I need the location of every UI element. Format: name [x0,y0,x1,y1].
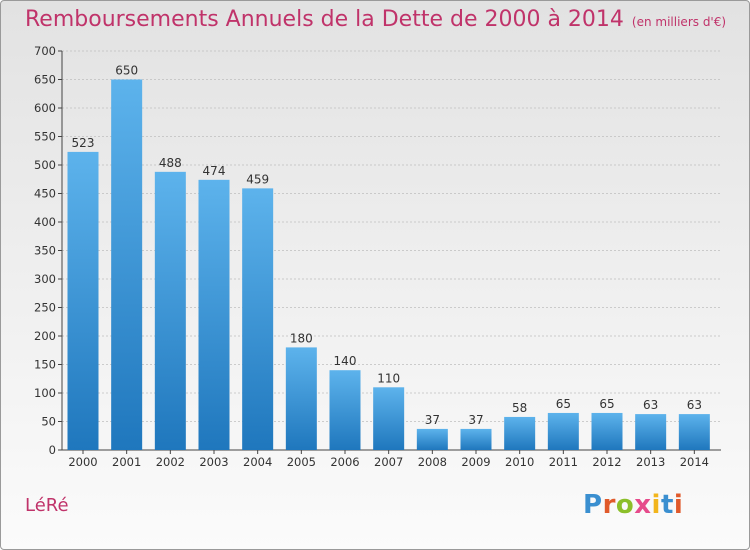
bar [416,428,448,450]
x-tick-label: 2001 [112,455,141,469]
x-tick-label: 2011 [549,455,578,469]
logo-letter: P [583,490,603,520]
bar-value-label: 474 [203,164,226,178]
x-tick-label: 2007 [374,455,403,469]
bar [678,414,710,450]
bar-value-label: 65 [556,397,571,411]
bar [547,412,579,450]
bar-value-label: 488 [159,156,182,170]
y-tick-label: 200 [34,329,56,343]
x-tick-label: 2013 [636,455,665,469]
y-tick-label: 450 [34,187,56,201]
bar [635,414,667,450]
bar-value-label: 37 [468,413,483,427]
logo-letter: i [651,490,661,520]
y-tick-label: 100 [34,386,56,400]
bar-value-label: 650 [115,64,138,78]
logo-letter: o [615,490,635,520]
x-tick-labels: 2000 2001 2002 2003 2004 2005 2006 2007 2008 2009… [68,450,709,469]
chart-title: Remboursements Annuels de la Dette de 20… [25,7,726,32]
location-label: LéRé [25,495,69,516]
x-tick-label: 2010 [505,455,534,469]
y-tick-label: 550 [34,130,56,144]
logo-letter: r [602,490,616,520]
logo-letter: t [660,490,674,520]
bar-value-label: 180 [290,331,313,345]
bar [154,171,186,450]
x-tick-label: 2002 [156,455,185,469]
bar-value-label: 63 [687,398,702,412]
bar [504,416,536,450]
logo-letter: i [673,490,684,520]
y-tick-label: 250 [34,301,56,315]
bar-value-label: 110 [377,371,400,385]
bar-value-label: 63 [643,398,658,412]
bar-value-label: 58 [512,401,527,415]
bar-value-label: 140 [334,354,357,368]
x-tick-label: 2008 [418,455,447,469]
y-tick-label: 150 [34,358,56,372]
x-tick-label: 2012 [592,455,621,469]
bar [242,188,274,450]
bar [111,79,143,450]
logo-letter: x [634,490,652,520]
bar [67,151,99,450]
x-tick-label: 2000 [68,455,97,469]
x-tick-label: 2014 [680,455,709,469]
y-tick-label: 300 [34,272,56,286]
chart-title-text: Remboursements Annuels de la Dette de 20… [25,7,624,32]
y-tick-label: 400 [34,215,56,229]
y-tick-label: 500 [34,158,56,172]
bar-value-label: 65 [599,397,614,411]
bar-value-label: 37 [425,413,440,427]
x-tick-label: 2005 [287,455,316,469]
bar [373,387,405,450]
x-tick-label: 2003 [199,455,228,469]
x-tick-label: 2009 [461,455,490,469]
y-tick-label: 350 [34,244,56,258]
bar [460,428,492,450]
bar [285,347,317,450]
bar [591,412,623,450]
x-tick-label: 2006 [330,455,359,469]
bar-value-label: 459 [246,172,269,186]
bar [198,179,230,450]
bar-value-labels: 523 650 488 474 459 180 140 110 37 37 58 65 65 63 63 [72,64,702,427]
proxiti-logo[interactable]: Proxiti [583,490,683,520]
y-tick-labels: 0 50 100 150 200 250 300 350 400 450 500 550 600 650 7… [34,44,62,457]
bar-value-label: 523 [72,136,95,150]
chart-unit-label: (en milliers d'€) [631,15,727,29]
y-tick-label: 600 [34,101,56,115]
y-tick-label: 0 [49,443,56,457]
x-tick-label: 2004 [243,455,272,469]
bars [67,79,710,450]
y-tick-label: 700 [34,44,56,58]
bar [329,370,361,450]
y-tick-label: 650 [34,73,56,87]
y-tick-label: 50 [41,415,56,429]
